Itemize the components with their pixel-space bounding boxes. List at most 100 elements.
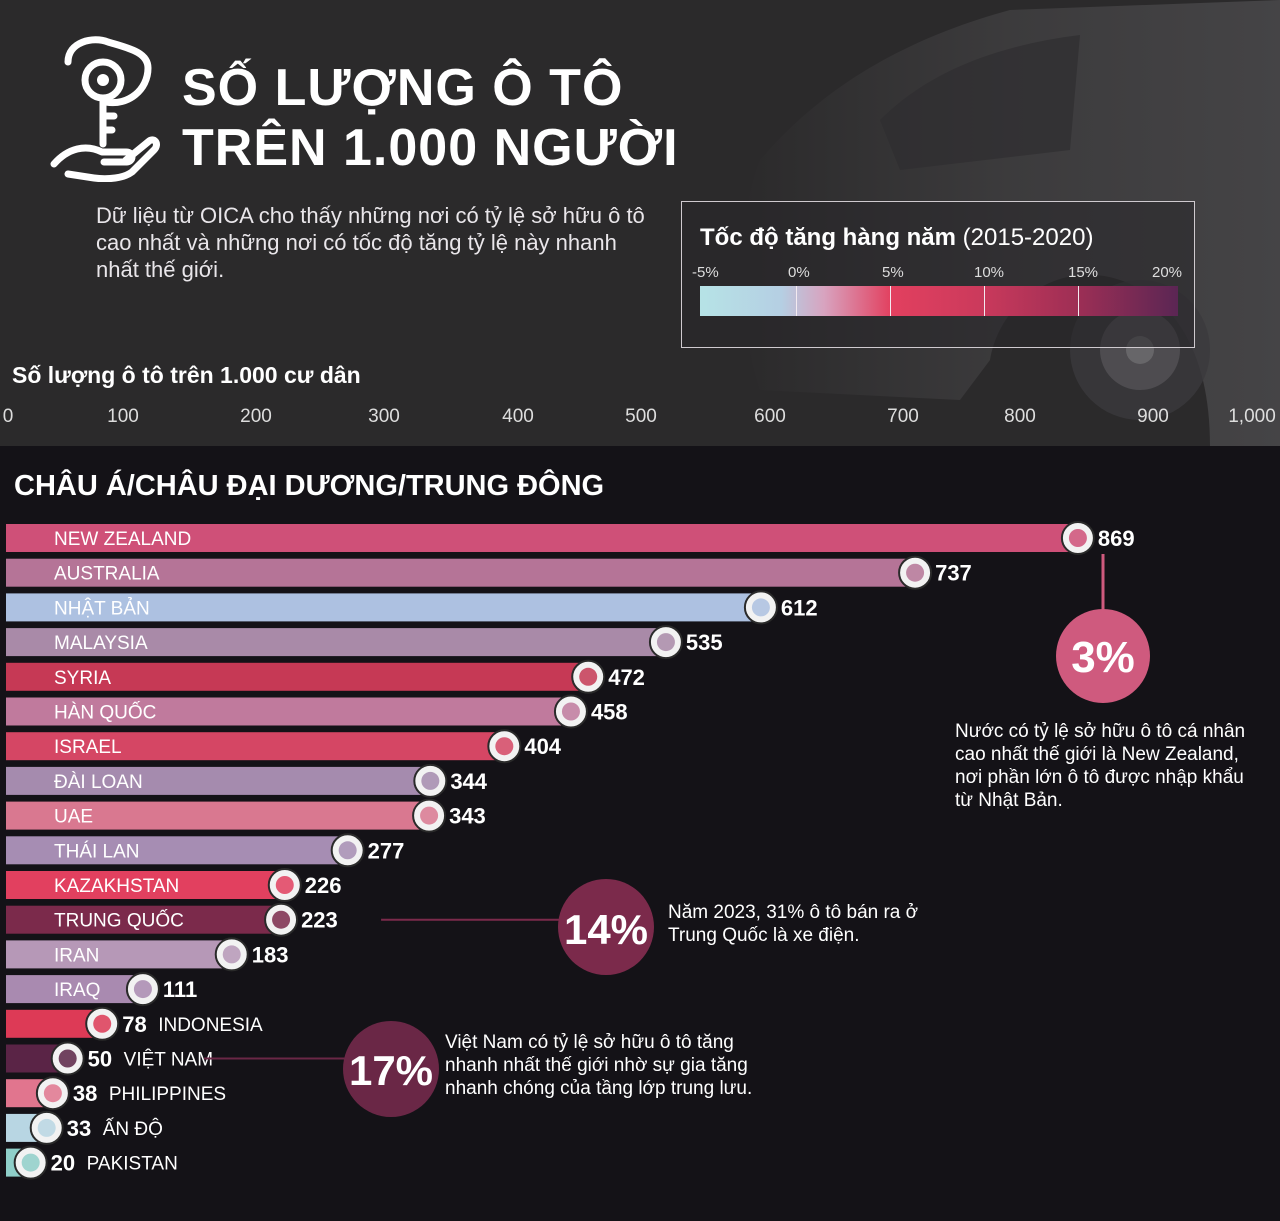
car-key-hand-icon	[50, 36, 160, 182]
category-label-new-zealand: NEW ZEALAND	[54, 529, 191, 550]
bar-malaysia	[6, 628, 666, 657]
category-label-syria: SYRIA	[54, 668, 111, 689]
value-label-pakistan: 20	[51, 1151, 75, 1176]
x-axis-tick: 1,000	[1228, 406, 1276, 427]
category-label-malaysia: MALAYSIA	[54, 633, 148, 654]
flag-kazakhstan-icon	[267, 868, 302, 902]
category-label-iran: IRAN	[54, 945, 99, 966]
category-label-philippines: PHILIPPINES	[109, 1084, 226, 1105]
value-label-syria: 472	[608, 665, 645, 690]
value-label-việt-nam: 50	[88, 1047, 112, 1072]
bar-đài-loan	[6, 766, 431, 795]
category-label-kazakhstan: KAZAKHSTAN	[54, 876, 179, 897]
bar-israel	[6, 732, 505, 761]
flag-taiwan-icon	[413, 763, 448, 798]
callout-label-china: 14%	[564, 906, 648, 953]
x-axis-tick: 800	[1004, 406, 1036, 427]
callout-note-vietnam: Việt Nam có tỷ lệ sở hữu ô tô tăng nhanh…	[445, 1032, 753, 1099]
flag-india-icon	[29, 1110, 64, 1145]
bar-uae	[6, 801, 430, 830]
category-label-pakistan: PAKISTAN	[87, 1154, 178, 1175]
legend-tick: 0%	[788, 264, 810, 281]
category-label-australia: AUSTRALIA	[54, 564, 160, 585]
flag-vietnam-icon	[50, 1041, 85, 1076]
value-label-uae: 343	[449, 804, 486, 829]
x-axis-title: Số lượng ô tô trên 1.000 cư dân	[12, 362, 361, 388]
page-title-line-2: TRÊN 1.000 NGƯỜI	[182, 119, 679, 177]
flag-south-korea-icon	[553, 694, 588, 729]
category-label-việt-nam: VIỆT NAM	[124, 1049, 213, 1071]
category-label-ấn-độ: ẤN ĐỘ	[103, 1118, 163, 1140]
category-label-uae: UAE	[54, 807, 93, 828]
flag-new-zealand-icon	[1060, 521, 1095, 555]
callout-note-new-zealand: Nước có tỷ lệ sở hữu ô tô cá nhân cao nh…	[955, 721, 1246, 811]
flag-israel-icon	[487, 729, 522, 764]
flag-iran-icon	[214, 937, 249, 972]
x-axis-tick: 900	[1137, 406, 1169, 427]
flag-china-icon	[264, 902, 299, 937]
value-label-malaysia: 535	[686, 630, 723, 655]
legend-tick: 20%	[1152, 264, 1183, 281]
x-axis-tick: 400	[502, 406, 534, 427]
callout-note-china: Năm 2023, 31% ô tô bán ra ở Trung Quốc l…	[668, 902, 919, 946]
category-label-nhật-bản: NHẬT BẢN	[54, 597, 150, 619]
bar-iraq	[6, 975, 143, 1004]
x-axis-tick: 0	[2, 406, 14, 427]
callout-bubble-china	[558, 879, 654, 975]
legend-tick: 15%	[1068, 264, 1099, 281]
flag-malaysia-icon	[648, 625, 683, 660]
category-label-thái-lan: THÁI LAN	[54, 841, 140, 862]
callout-label-new-zealand: 3%	[1071, 633, 1135, 682]
category-label-indonesia: INDONESIA	[158, 1015, 263, 1036]
flag-australia-icon	[898, 555, 933, 590]
category-label-trung-quốc: TRUNG QUỐC	[54, 910, 184, 932]
x-axis-tick: 100	[107, 406, 139, 427]
flag-pakistan-icon	[13, 1145, 48, 1180]
legend-tick: 5%	[882, 264, 904, 281]
x-axis-tick: 200	[240, 406, 272, 427]
flag-japan-icon	[743, 590, 778, 625]
legend-color-scale	[700, 286, 1178, 316]
value-label-nhật-bản: 612	[781, 595, 818, 620]
intro-text: Dữ liệu từ OICA cho thấy những nơi có tỷ…	[96, 203, 645, 282]
flag-uae-icon	[412, 798, 447, 833]
value-label-iraq: 111	[163, 977, 197, 1002]
bar-kazakhstan	[6, 871, 285, 899]
flag-philippines-icon	[35, 1076, 70, 1111]
value-label-kazakhstan: 226	[305, 873, 342, 898]
value-label-thái-lan: 277	[368, 838, 405, 863]
callout-bubble-new-zealand	[1056, 609, 1150, 703]
bar-iran	[6, 940, 232, 969]
value-label-trung-quốc: 223	[301, 908, 338, 933]
callout-bubble-vietnam	[343, 1021, 439, 1117]
category-label-iraq: IRAQ	[54, 980, 100, 1001]
bar-nhật-bản	[6, 593, 761, 622]
bar-australia	[6, 558, 916, 587]
bar-hàn-quốc	[6, 697, 571, 726]
value-label-iran: 183	[252, 942, 289, 967]
value-label-indonesia: 78	[122, 1012, 146, 1037]
legend-tick: -5%	[692, 264, 719, 281]
category-label-israel: ISRAEL	[54, 737, 122, 758]
flag-syria-icon	[571, 659, 606, 694]
callout-label-vietnam: 17%	[349, 1047, 433, 1094]
legend-tick: 10%	[974, 264, 1005, 281]
x-axis-tick: 300	[368, 406, 400, 427]
value-label-australia: 737	[935, 561, 972, 586]
category-label-đài-loan: ĐÀI LOAN	[54, 772, 143, 793]
header-panel: SỐ LƯỢNG Ô TÔ TRÊN 1.000 NGƯỜI Dữ liệu t…	[0, 0, 1280, 446]
value-label-ấn-độ: 33	[67, 1116, 91, 1141]
flag-iraq-icon	[125, 972, 160, 1007]
value-label-đài-loan: 344	[450, 769, 487, 794]
x-axis-tick: 500	[625, 406, 657, 427]
bar-thái-lan	[6, 836, 348, 865]
value-label-new-zealand: 869	[1098, 526, 1135, 551]
bar-new-zealand	[6, 524, 1078, 552]
legend-title: Tốc độ tăng hàng năm (2015-2020)	[700, 224, 1094, 251]
page-title-line-1: SỐ LƯỢNG Ô TÔ	[182, 59, 624, 117]
growth-rate-legend: Tốc độ tăng hàng năm (2015-2020) -5% 0% …	[681, 201, 1195, 348]
category-label-hàn-quốc: HÀN QUỐC	[54, 702, 156, 724]
x-axis-tick: 700	[887, 406, 919, 427]
bar-trung-quốc	[6, 905, 282, 934]
